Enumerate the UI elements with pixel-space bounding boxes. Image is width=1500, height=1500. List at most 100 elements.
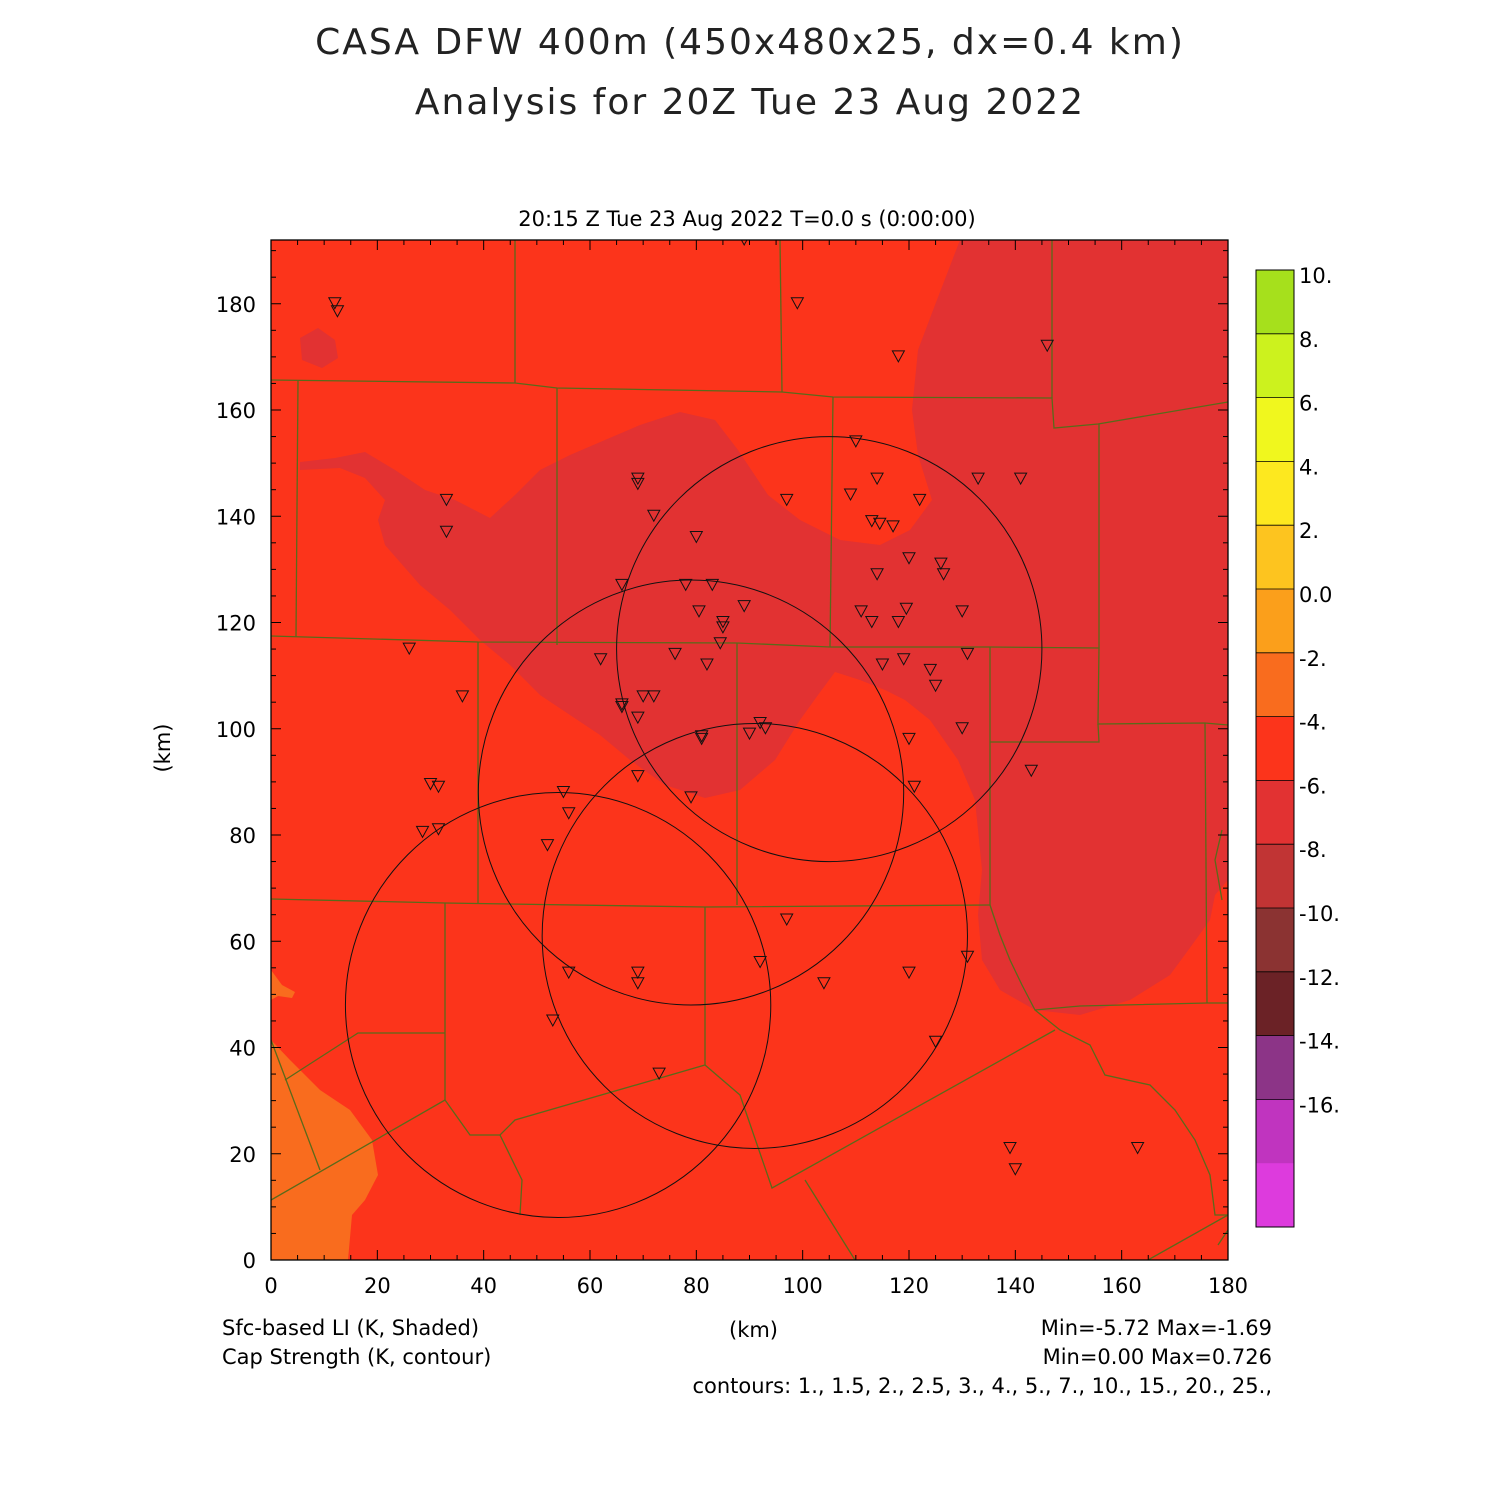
station-marker — [455, 690, 470, 703]
station-marker — [684, 791, 698, 804]
station-marker — [912, 493, 927, 507]
x-tick-label: 0 — [264, 1274, 277, 1298]
station-marker — [692, 605, 706, 618]
station-marker — [636, 690, 651, 703]
station-marker — [652, 1067, 666, 1081]
station-marker — [875, 658, 890, 672]
station-marker — [936, 568, 951, 581]
colorbar-swatch — [1256, 270, 1294, 335]
colorbar-label: -2. — [1299, 647, 1327, 671]
li-shaded-field — [271, 240, 1228, 1260]
y-tick-label: 100 — [216, 718, 256, 742]
station-marker — [631, 977, 645, 990]
colorbar-label: 8. — [1299, 328, 1319, 352]
station-marker — [415, 825, 430, 839]
station-marker — [705, 578, 720, 592]
y-tick-label: 60 — [229, 930, 256, 954]
station-marker — [955, 722, 970, 735]
station-marker — [678, 578, 693, 592]
station-marker — [1024, 764, 1039, 778]
x-tick-label: 120 — [889, 1274, 929, 1298]
x-tick-label: 40 — [470, 1274, 497, 1298]
y-axis: 0 20 40 60 80 100 120 140 160 180 — [216, 250, 1228, 1273]
station-marker — [902, 732, 916, 746]
station-marker — [779, 913, 794, 927]
y-tick-label: 80 — [229, 824, 256, 848]
station-marker — [872, 517, 887, 531]
station-marker — [1008, 1163, 1023, 1176]
station-marker — [955, 605, 970, 618]
station-marker — [928, 1035, 943, 1049]
station-marker — [593, 653, 608, 666]
footer-shaded-minmax: Min=-5.72 Max=-1.69 — [1040, 1316, 1272, 1340]
station-marker — [896, 653, 911, 666]
colorbar-swatch — [1256, 716, 1294, 781]
station-marker — [700, 658, 714, 672]
station-marker — [431, 823, 446, 836]
station-marker — [615, 698, 629, 711]
colorbar-swatch — [1256, 1163, 1294, 1228]
station-marker — [843, 488, 858, 502]
y-tick-label: 0 — [243, 1249, 256, 1273]
colorbar-swatch — [1256, 908, 1294, 973]
station-marker — [928, 679, 943, 693]
li-orange-region-sw — [271, 970, 378, 1260]
station-marker — [790, 297, 805, 310]
x-tick-label: 60 — [577, 1274, 604, 1298]
colorbar-swatch — [1256, 1035, 1294, 1100]
station-marker — [817, 977, 831, 990]
station-marker — [716, 621, 730, 634]
colorbar-swatch — [1256, 780, 1294, 845]
footer-shaded-label: Sfc-based LI (K, Shaded) — [222, 1316, 480, 1340]
colorbar-label: -6. — [1299, 774, 1327, 798]
station-marker — [779, 493, 794, 507]
x-axis-label: (km) — [729, 1318, 779, 1342]
colorbar-label: -10. — [1299, 902, 1340, 926]
station-marker — [1130, 1141, 1145, 1155]
y-tick-label: 140 — [216, 505, 256, 529]
station-marker — [631, 966, 645, 980]
station-marker — [934, 557, 948, 571]
station-marker — [753, 956, 767, 969]
x-tick-label: 180 — [1208, 1274, 1248, 1298]
station-marker — [694, 730, 709, 743]
station-marker — [960, 647, 975, 661]
colorbar-swatch — [1256, 589, 1294, 654]
station-marker — [899, 602, 914, 616]
station-marker — [402, 642, 417, 656]
station-marker — [561, 807, 576, 820]
station-marker — [870, 568, 884, 581]
colorbar-label: 4. — [1299, 455, 1319, 479]
colorbar-swatch — [1256, 397, 1294, 462]
station-marker — [854, 605, 868, 618]
station-marker — [1003, 1141, 1017, 1155]
station-marker — [758, 722, 773, 735]
station-marker — [556, 786, 571, 799]
station-marker — [431, 780, 446, 794]
station-marker — [848, 435, 863, 448]
radar-range-ring — [541, 722, 968, 1149]
y-tick-label: 40 — [229, 1037, 256, 1061]
li-dark-region-nw — [300, 328, 338, 368]
x-tick-label: 100 — [783, 1274, 823, 1298]
station-marker — [1013, 472, 1028, 486]
station-marker — [561, 966, 576, 980]
station-marker — [886, 520, 900, 533]
station-marker — [439, 493, 454, 507]
colorbar-label: -4. — [1299, 711, 1327, 735]
map-title: CASA DFW 400m (450x480x25, dx=0.4 km) — [315, 22, 1185, 63]
colorbar-swatch — [1256, 971, 1294, 1037]
y-tick-label: 160 — [216, 399, 256, 423]
colorbar-label: -14. — [1299, 1030, 1340, 1054]
station-marker — [646, 509, 661, 523]
station-marker — [923, 663, 938, 677]
colorbar: 10. 8. 6. 4. 2. 0.0 -2. -4. -6. -8. -10. -12. -14. -1… — [1255, 264, 1340, 1228]
station-marker — [545, 1014, 560, 1027]
station-marker — [646, 690, 661, 703]
county-boundaries — [271, 240, 1228, 1260]
station-marker — [971, 472, 985, 486]
station-marker — [902, 966, 916, 980]
colorbar-swatch — [1256, 333, 1294, 399]
station-marker — [870, 472, 884, 486]
